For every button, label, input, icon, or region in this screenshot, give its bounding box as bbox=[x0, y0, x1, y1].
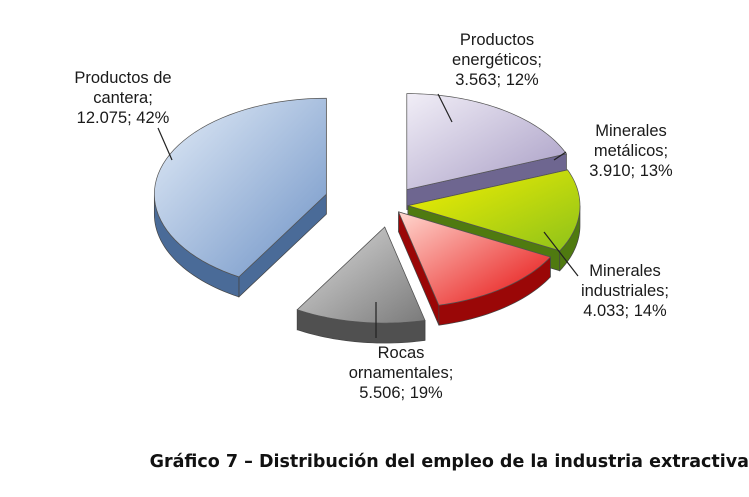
slice-top bbox=[153, 97, 327, 278]
label-line: Productos bbox=[459, 31, 535, 49]
slice-label-minerales-industriales: Minerales industriales; 4.033; 14% bbox=[560, 261, 690, 321]
label-line: industriales; bbox=[580, 282, 670, 300]
label-line: 5.506; 19% bbox=[359, 384, 443, 402]
label-line: ornamentales; bbox=[348, 364, 454, 382]
leader-line-minerales-industriales bbox=[543, 231, 579, 277]
chart-caption: Gráfico 7 – Distribución del empleo de l… bbox=[149, 452, 749, 472]
pie-slice-productos-energeticos bbox=[296, 226, 426, 344]
leader-line-productos-energeticos bbox=[437, 93, 453, 123]
slice-label-productos-energeticos: Productos energéticos; 3.563; 12% bbox=[432, 30, 562, 90]
slice-top bbox=[406, 93, 568, 191]
label-line: metálicos; bbox=[593, 142, 669, 160]
pie-slice-productos-de-cantera bbox=[153, 97, 327, 298]
label-line: 3.563; 12% bbox=[455, 71, 539, 89]
slice-top bbox=[397, 211, 552, 306]
slice-label-rocas-ornamentales: Rocas ornamentales; 5.506; 19% bbox=[326, 343, 476, 403]
label-line: Minerales bbox=[595, 122, 667, 140]
label-line: 4.033; 14% bbox=[583, 302, 667, 320]
label-line: Rocas bbox=[377, 344, 425, 362]
slice-top bbox=[296, 226, 426, 324]
slice-top bbox=[406, 169, 581, 252]
leader-line-productos-de-cantera bbox=[157, 127, 173, 161]
pie-slice-rocas-ornamentales bbox=[406, 93, 568, 211]
pie-slice-minerales-metalicos bbox=[397, 211, 552, 326]
label-line: 3.910; 13% bbox=[589, 162, 673, 180]
label-line: 12.075; 42% bbox=[76, 109, 170, 127]
label-line: energéticos; bbox=[452, 51, 542, 69]
slice-label-productos-de-cantera: Productos de cantera; 12.075; 42% bbox=[58, 68, 188, 128]
label-line: Minerales bbox=[589, 262, 661, 280]
label-line: Productos de bbox=[74, 69, 172, 87]
slice-label-minerales-metalicos: Minerales metálicos; 3.910; 13% bbox=[566, 121, 696, 181]
label-line: cantera; bbox=[93, 89, 153, 107]
leader-line-minerales-metalicos bbox=[553, 151, 567, 161]
